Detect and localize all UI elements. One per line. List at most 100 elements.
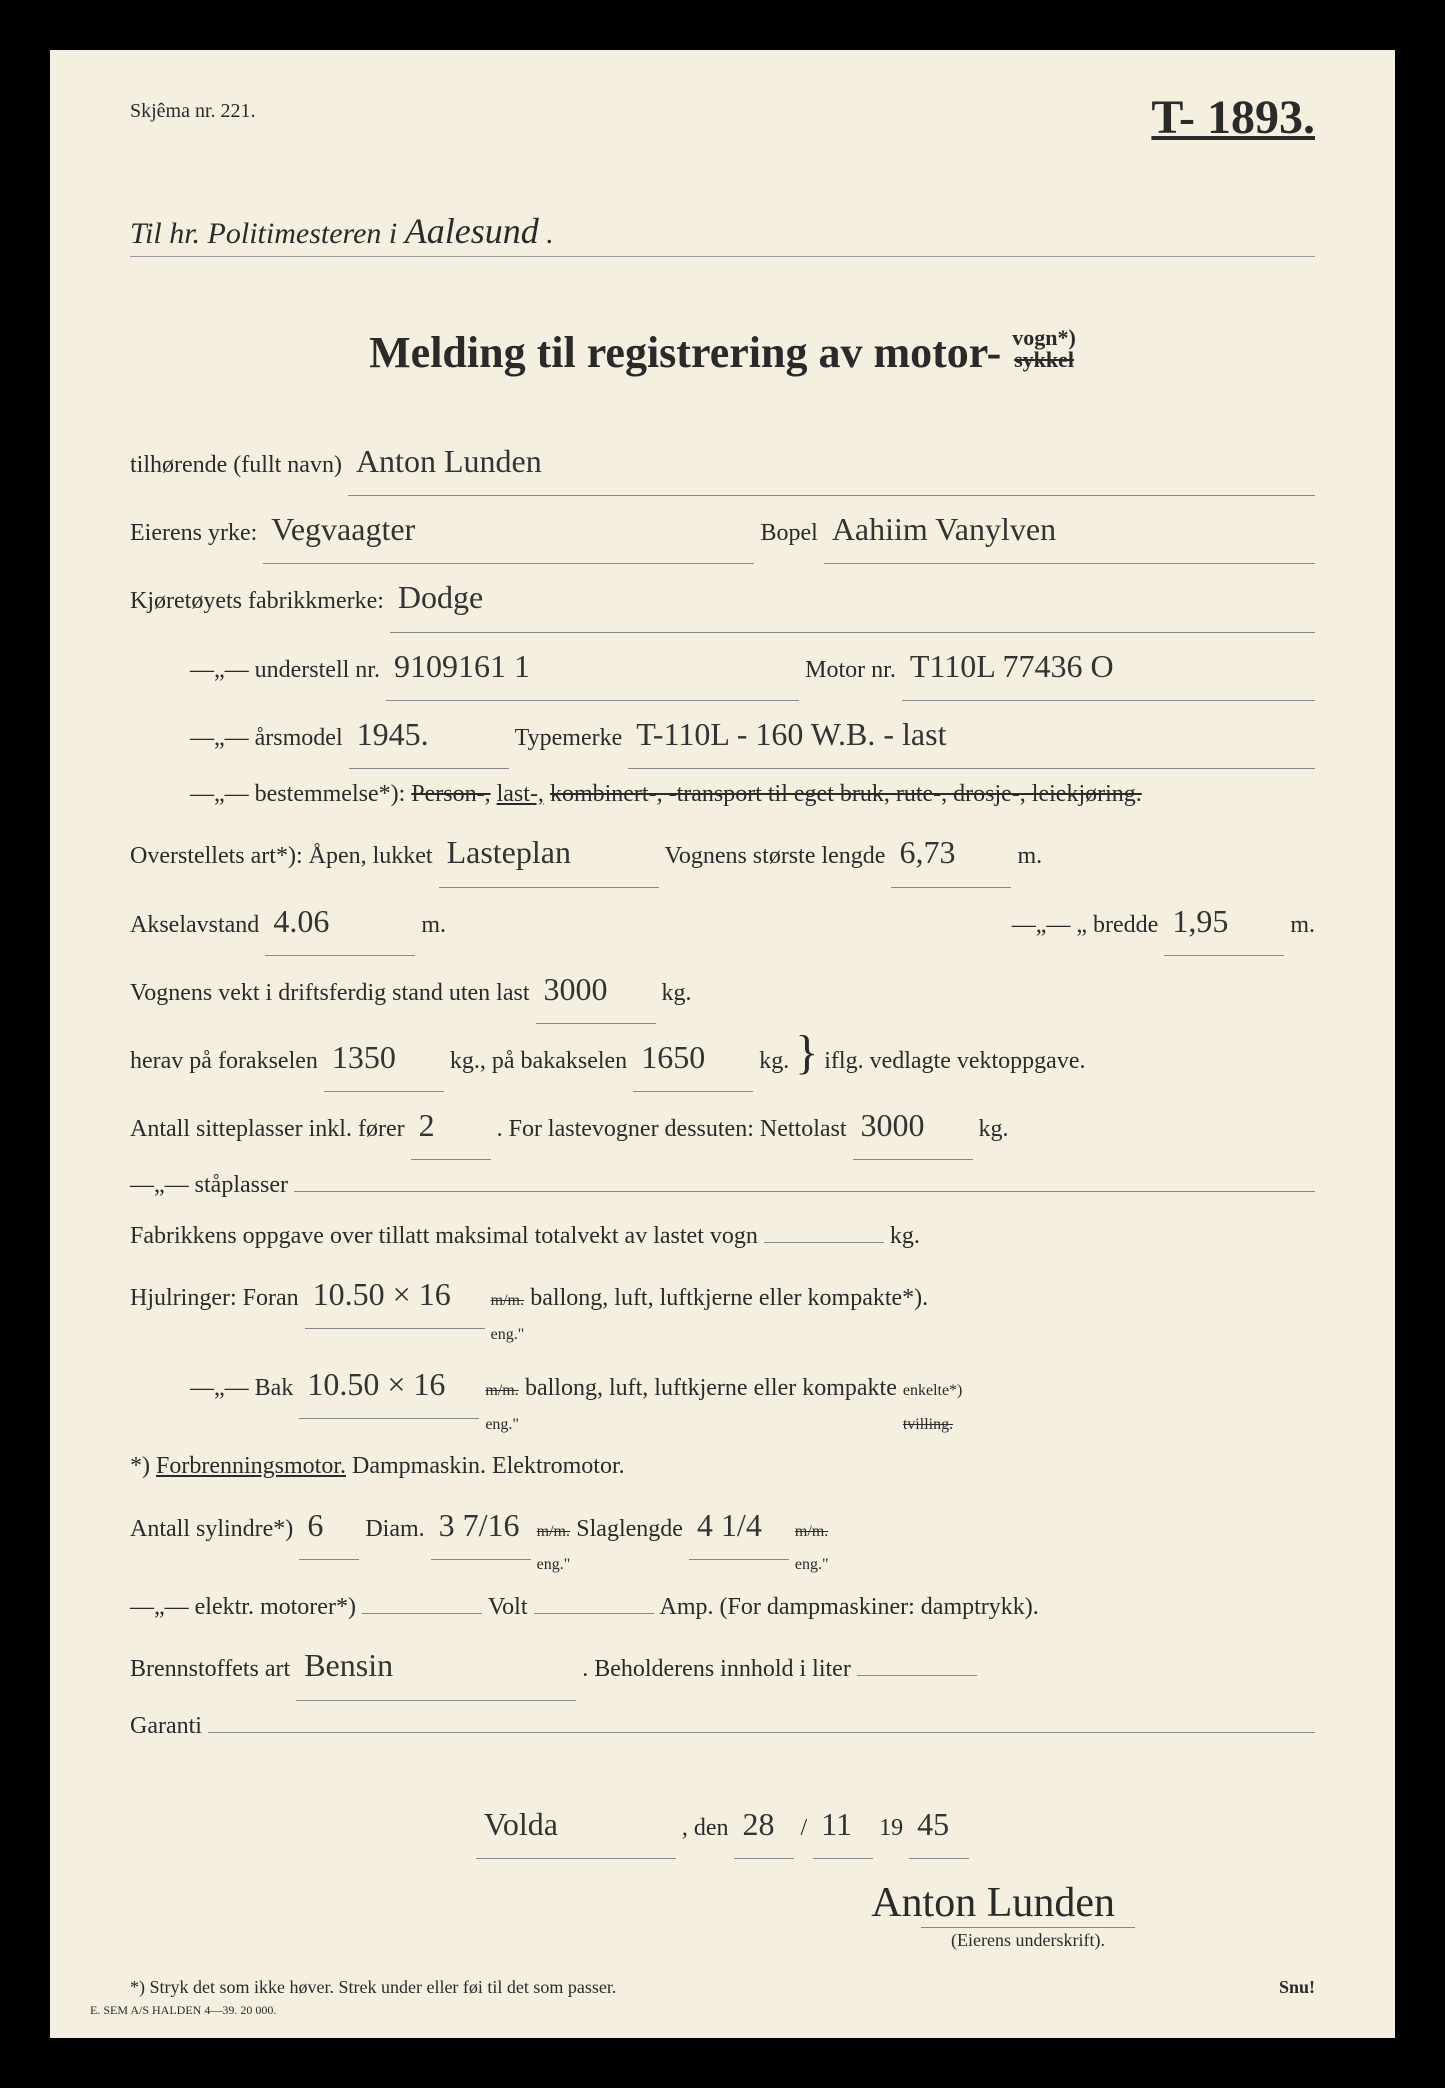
make-line: Kjøretøyets fabrikkmerke: Dodge (130, 564, 1315, 632)
ditto-6: —„— (190, 1363, 249, 1413)
front-axle: 1350 (324, 1024, 444, 1092)
unit-m-2: m. (421, 900, 446, 950)
front-axle-label: herav på forakselen (130, 1036, 318, 1086)
registration-number: T- 1893. (1151, 90, 1315, 145)
document-page: Skjêma nr. 221. T- 1893. Til hr. Politim… (20, 20, 1425, 2068)
tires-front-label: Hjulringer: Foran (130, 1273, 299, 1323)
fuel-line: Brennstoffets art Bensin . Beholderens i… (130, 1632, 1315, 1700)
ditto-5: —„— (130, 1160, 189, 1210)
addressee-line: Til hr. Politimesteren i Aalesund . (130, 210, 1315, 257)
mm-eng-1: m/m.eng." (491, 1284, 525, 1351)
seats-label: Antall sitteplasser inkl. fører (130, 1104, 405, 1154)
type: T-110L - 160 W.B. - last (628, 701, 1315, 769)
unit-kg-1: kg. (662, 968, 692, 1018)
owner-profession-line: Eierens yrke: Vegvaagter Bopel Aahiim Va… (130, 496, 1315, 564)
body: Lasteplan (439, 819, 659, 887)
ditto-3: —„— (190, 769, 249, 819)
amp-value (534, 1613, 654, 1614)
standing-label: ståplasser (195, 1160, 288, 1210)
wheelbase: 4.06 (265, 888, 415, 956)
tires-note1: ballong, luft, luftkjerne eller kompakte… (530, 1273, 928, 1323)
width: 1,95 (1164, 888, 1284, 956)
stroke-label: Slaglengde (576, 1504, 683, 1554)
tires-rear-line: —„— Bak 10.50 × 16 m/m.eng." ballong, lu… (130, 1351, 1315, 1441)
profession-label: Eierens yrke: (130, 508, 257, 558)
motor-label: Motor nr. (805, 645, 896, 695)
unit-m-3: m. (1290, 900, 1315, 950)
printer-info: E. SEM A/S HALDEN 4—39. 20 000. (90, 2003, 276, 2018)
make: Dodge (390, 564, 1315, 632)
cylinders: 6 (299, 1492, 359, 1560)
length-label: Vognens største lengde (665, 831, 886, 881)
chassis-label: understell nr. (255, 645, 380, 695)
tank-label: Beholderens innhold i liter (594, 1644, 851, 1694)
length: 6,73 (891, 819, 1011, 887)
wheelbase-label: Akselavstand (130, 900, 259, 950)
unit-kg-4: kg. (890, 1211, 920, 1261)
residence: Aahiim Vanylven (824, 496, 1315, 564)
max-weight (764, 1242, 884, 1243)
footer-note: *) Stryk det som ikke høver. Strek under… (130, 1977, 616, 1998)
date-year: 45 (909, 1791, 969, 1859)
title-sykkel: sykkel (1014, 347, 1074, 372)
type-label: Typemerke (515, 713, 623, 763)
year: 1945. (349, 701, 509, 769)
max-weight-label: Fabrikkens oppgave over tillatt maksimal… (130, 1211, 758, 1261)
engine-types: *) Forbrenningsmotor. Dampmaskin. Elektr… (130, 1441, 625, 1491)
mm-eng-3: m/m.eng." (537, 1515, 571, 1582)
signature-label: (Eierens underskrift). (921, 1927, 1135, 1953)
make-label: Kjøretøyets fabrikkmerke: (130, 576, 384, 626)
brace-icon: } (795, 1034, 818, 1072)
residence-label: Bopel (760, 508, 817, 558)
owner-name-line: tilhørende (fullt navn) Anton Lunden (130, 428, 1315, 496)
tank-value (857, 1675, 977, 1676)
purpose-line: —„— bestemmelse*): Person-, last-, kombi… (130, 769, 1315, 819)
standing-line: —„— ståplasser (130, 1160, 1315, 1210)
ditto-1: —„— (190, 645, 249, 695)
year-label: årsmodel (255, 713, 343, 763)
payload-label: For lastevogner dessuten: Nettolast (509, 1104, 847, 1154)
bore-label: Diam. (365, 1504, 424, 1554)
standing-value (294, 1191, 1315, 1192)
mm-eng-2: m/m.eng." (485, 1374, 519, 1441)
rear-axle-label: kg., på bakakselen (450, 1036, 627, 1086)
ditto-7: —„— (130, 1582, 189, 1632)
body-label: Overstellets art*): Åpen, lukket (130, 831, 433, 881)
tires-rear: 10.50 × 16 (299, 1351, 479, 1419)
motor: T110L 77436 O (902, 633, 1315, 701)
title-main: Melding til registrering av motor- (369, 328, 1001, 377)
date-place: Volda (476, 1791, 676, 1859)
engine-types-line: *) Forbrenningsmotor. Dampmaskin. Elektr… (130, 1441, 1315, 1491)
guarantee-line: Garanti (130, 1701, 1315, 1751)
footer: *) Stryk det som ikke høver. Strek under… (130, 1977, 1315, 1998)
tires-front: 10.50 × 16 (305, 1261, 485, 1329)
fuel: Bensin (296, 1632, 576, 1700)
document-title: Melding til registrering av motor- vogn*… (130, 327, 1315, 378)
unit-m-1: m. (1017, 831, 1042, 881)
ditto-4: —„— (1012, 900, 1071, 950)
weight: 3000 (536, 956, 656, 1024)
body-line: Overstellets art*): Åpen, lukket Lastepl… (130, 819, 1315, 887)
guarantee-label: Garanti (130, 1701, 202, 1751)
weight-note: iflg. vedlagte vektoppgave. (824, 1036, 1085, 1086)
fuel-label: Brennstoffets art (130, 1644, 290, 1694)
stroke: 4 1/4 (689, 1492, 789, 1560)
weight-label: Vognens vekt i driftsferdig stand uten l… (130, 968, 530, 1018)
chassis: 9109161 1 (386, 633, 799, 701)
unit-kg-3: kg. (979, 1104, 1009, 1154)
chassis-line: —„— understell nr. 9109161 1 Motor nr. T… (130, 633, 1315, 701)
tires-note2: ballong, luft, luftkjerne eller kompakte (525, 1363, 897, 1413)
purpose-label: bestemmelse*): (255, 769, 406, 819)
max-weight-line: Fabrikkens oppgave over tillatt maksimal… (130, 1211, 1315, 1261)
form-number: Skjêma nr. 221. (130, 100, 256, 123)
footer-snu: Snu! (1279, 1977, 1315, 1998)
owner-name-label: tilhørende (fullt navn) (130, 440, 342, 490)
date-line: Volda , den 28 / 11 19 45 (130, 1791, 1315, 1859)
addressee-city: Aalesund (405, 211, 539, 251)
electric-label: elektr. motorer*) (195, 1582, 356, 1632)
rear-axle: 1650 (633, 1024, 753, 1092)
axle-line: herav på forakselen 1350 kg., på bakakse… (130, 1024, 1315, 1092)
profession: Vegvaagter (263, 496, 754, 564)
payload: 3000 (853, 1092, 973, 1160)
mm-eng-4: m/m.eng." (795, 1515, 829, 1582)
